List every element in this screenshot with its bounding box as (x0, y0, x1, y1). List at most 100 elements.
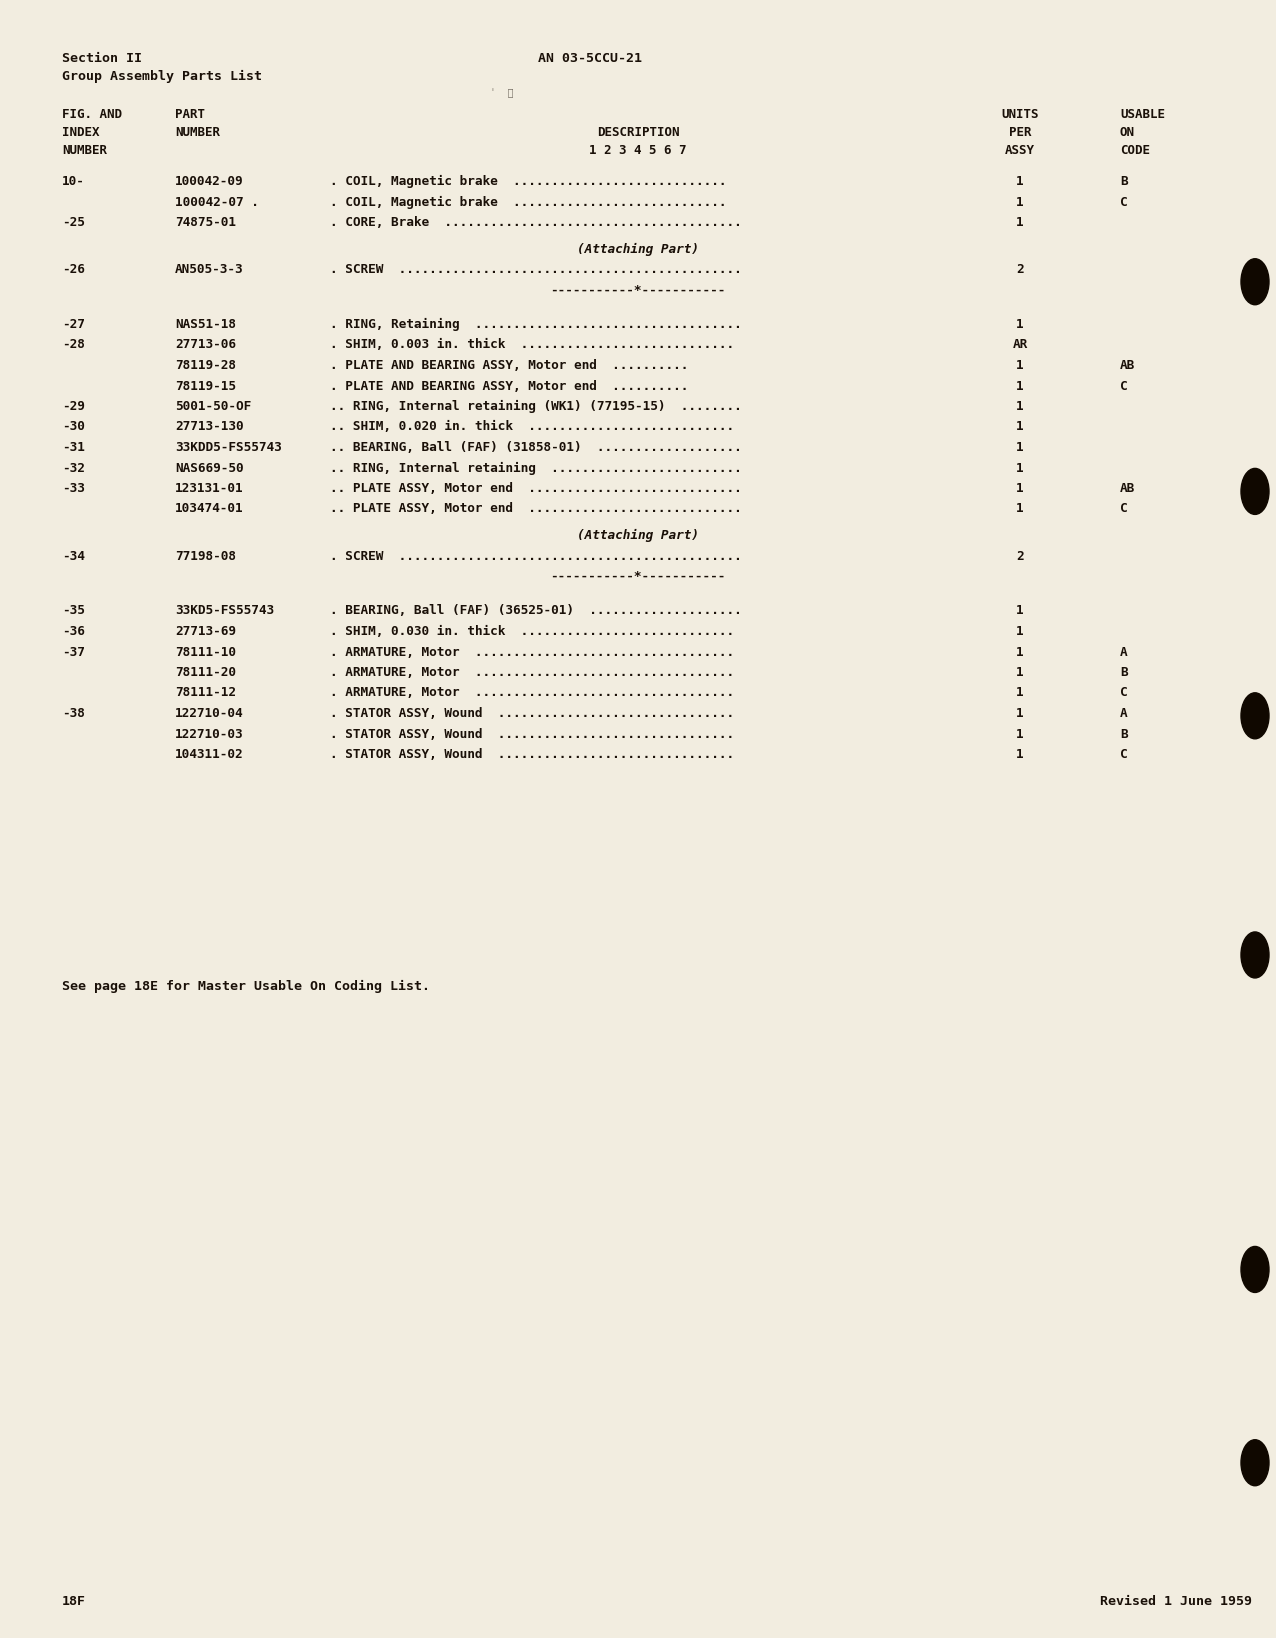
Text: 1: 1 (1016, 503, 1023, 516)
Text: .. SHIM, 0.020 in. thick  ...........................: .. SHIM, 0.020 in. thick ...............… (330, 421, 734, 434)
Text: 1: 1 (1016, 462, 1023, 475)
Text: -29: -29 (63, 400, 85, 413)
Ellipse shape (1242, 259, 1270, 305)
Text: 1: 1 (1016, 749, 1023, 762)
Text: ˈ  ˊ: ˈ ˊ (490, 88, 513, 98)
Text: B: B (1120, 727, 1128, 740)
Text: 78119-15: 78119-15 (175, 380, 236, 393)
Text: -38: -38 (63, 708, 85, 721)
Text: . SHIM, 0.030 in. thick  ............................: . SHIM, 0.030 in. thick ................… (330, 626, 734, 637)
Text: (Attaching Part): (Attaching Part) (577, 242, 699, 256)
Text: . ARMATURE, Motor  ..................................: . ARMATURE, Motor ......................… (330, 667, 734, 680)
Text: .. BEARING, Ball (FAF) (31858-01)  ...................: .. BEARING, Ball (FAF) (31858-01) ......… (330, 441, 741, 454)
Text: . ARMATURE, Motor  ..................................: . ARMATURE, Motor ......................… (330, 645, 734, 658)
Text: 1: 1 (1016, 441, 1023, 454)
Text: NUMBER: NUMBER (63, 144, 107, 157)
Text: 18F: 18F (63, 1595, 85, 1609)
Text: -27: -27 (63, 318, 85, 331)
Text: 78111-10: 78111-10 (175, 645, 236, 658)
Text: 2: 2 (1016, 264, 1023, 275)
Text: (Attaching Part): (Attaching Part) (577, 529, 699, 542)
Text: 1: 1 (1016, 359, 1023, 372)
Text: 27713-69: 27713-69 (175, 626, 236, 637)
Text: 1: 1 (1016, 727, 1023, 740)
Text: .. RING, Internal retaining (WK1) (77195-15)  ........: .. RING, Internal retaining (WK1) (77195… (330, 400, 741, 413)
Text: . BEARING, Ball (FAF) (36525-01)  ....................: . BEARING, Ball (FAF) (36525-01) .......… (330, 604, 741, 618)
Text: UNITS: UNITS (1002, 108, 1039, 121)
Text: 1: 1 (1016, 482, 1023, 495)
Text: Section II: Section II (63, 52, 142, 66)
Text: C: C (1120, 749, 1128, 762)
Text: NUMBER: NUMBER (175, 126, 219, 139)
Text: -33: -33 (63, 482, 85, 495)
Text: -37: -37 (63, 645, 85, 658)
Text: . COIL, Magnetic brake  ............................: . COIL, Magnetic brake .................… (330, 195, 726, 208)
Text: ON: ON (1120, 126, 1134, 139)
Text: CODE: CODE (1120, 144, 1150, 157)
Text: B: B (1120, 175, 1128, 188)
Text: Revised 1 June 1959: Revised 1 June 1959 (1100, 1595, 1252, 1609)
Text: 78119-28: 78119-28 (175, 359, 236, 372)
Text: 1: 1 (1016, 604, 1023, 618)
Text: 1 2 3 4 5 6 7: 1 2 3 4 5 6 7 (590, 144, 686, 157)
Text: . PLATE AND BEARING ASSY, Motor end  ..........: . PLATE AND BEARING ASSY, Motor end ....… (330, 380, 688, 393)
Text: 2: 2 (1016, 549, 1023, 562)
Text: NAS51-18: NAS51-18 (175, 318, 236, 331)
Text: C: C (1120, 195, 1128, 208)
Text: INDEX: INDEX (63, 126, 100, 139)
Text: DESCRIPTION: DESCRIPTION (597, 126, 679, 139)
Text: 123131-01: 123131-01 (175, 482, 244, 495)
Text: 1: 1 (1016, 318, 1023, 331)
Text: 1: 1 (1016, 645, 1023, 658)
Text: 10-: 10- (63, 175, 85, 188)
Ellipse shape (1242, 1247, 1270, 1292)
Text: -31: -31 (63, 441, 85, 454)
Text: 103474-01: 103474-01 (175, 503, 244, 516)
Text: 122710-04: 122710-04 (175, 708, 244, 721)
Text: 1: 1 (1016, 667, 1023, 680)
Text: . STATOR ASSY, Wound  ...............................: . STATOR ASSY, Wound ...................… (330, 727, 734, 740)
Text: . CORE, Brake  .......................................: . CORE, Brake ..........................… (330, 216, 741, 229)
Text: 33KDD5-FS55743: 33KDD5-FS55743 (175, 441, 282, 454)
Text: 33KD5-FS55743: 33KD5-FS55743 (175, 604, 274, 618)
Text: AB: AB (1120, 482, 1136, 495)
Text: AN505-3-3: AN505-3-3 (175, 264, 244, 275)
Text: -----------*-----------: -----------*----------- (550, 570, 726, 583)
Text: C: C (1120, 503, 1128, 516)
Text: 1: 1 (1016, 195, 1023, 208)
Text: -36: -36 (63, 626, 85, 637)
Text: Group Assembly Parts List: Group Assembly Parts List (63, 70, 262, 84)
Text: PER: PER (1009, 126, 1031, 139)
Text: 1: 1 (1016, 421, 1023, 434)
Text: -35: -35 (63, 604, 85, 618)
Text: 104311-02: 104311-02 (175, 749, 244, 762)
Text: .. PLATE ASSY, Motor end  ............................: .. PLATE ASSY, Motor end ...............… (330, 482, 741, 495)
Text: A: A (1120, 708, 1128, 721)
Text: . STATOR ASSY, Wound  ...............................: . STATOR ASSY, Wound ...................… (330, 708, 734, 721)
Text: A: A (1120, 645, 1128, 658)
Text: 74875-01: 74875-01 (175, 216, 236, 229)
Text: 1: 1 (1016, 216, 1023, 229)
Text: B: B (1120, 667, 1128, 680)
Text: 1: 1 (1016, 175, 1023, 188)
Text: -26: -26 (63, 264, 85, 275)
Text: 1: 1 (1016, 708, 1023, 721)
Ellipse shape (1242, 693, 1270, 739)
Ellipse shape (1242, 1440, 1270, 1486)
Text: . PLATE AND BEARING ASSY, Motor end  ..........: . PLATE AND BEARING ASSY, Motor end ....… (330, 359, 688, 372)
Text: . ARMATURE, Motor  ..................................: . ARMATURE, Motor ......................… (330, 686, 734, 699)
Text: . SHIM, 0.003 in. thick  ............................: . SHIM, 0.003 in. thick ................… (330, 339, 734, 352)
Text: 122710-03: 122710-03 (175, 727, 244, 740)
Text: 100042-07 .: 100042-07 . (175, 195, 259, 208)
Text: 1: 1 (1016, 380, 1023, 393)
Text: .. RING, Internal retaining  .........................: .. RING, Internal retaining ............… (330, 462, 741, 475)
Ellipse shape (1242, 932, 1270, 978)
Text: FIG. AND: FIG. AND (63, 108, 122, 121)
Text: -32: -32 (63, 462, 85, 475)
Text: .. PLATE ASSY, Motor end  ............................: .. PLATE ASSY, Motor end ...............… (330, 503, 741, 516)
Text: C: C (1120, 686, 1128, 699)
Text: -25: -25 (63, 216, 85, 229)
Text: 27713-130: 27713-130 (175, 421, 244, 434)
Text: 1: 1 (1016, 626, 1023, 637)
Text: -28: -28 (63, 339, 85, 352)
